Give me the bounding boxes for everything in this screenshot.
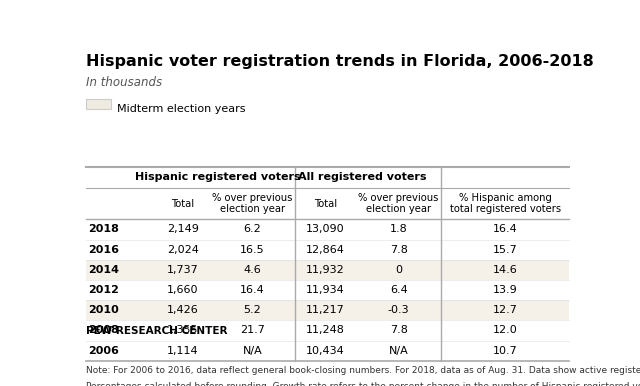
- Text: % over previous
election year: % over previous election year: [212, 193, 292, 215]
- Text: 1,660: 1,660: [167, 285, 198, 295]
- Bar: [86, 320, 568, 340]
- Text: % Hispanic among
total registered voters: % Hispanic among total registered voters: [450, 193, 561, 215]
- Text: 16.4: 16.4: [493, 224, 518, 234]
- Text: 2016: 2016: [88, 245, 120, 255]
- Text: 12.7: 12.7: [493, 305, 518, 315]
- Bar: [86, 219, 568, 239]
- Text: PEW RESEARCH CENTER: PEW RESEARCH CENTER: [86, 326, 227, 336]
- Text: 13,090: 13,090: [306, 224, 345, 234]
- Text: In thousands: In thousands: [86, 76, 162, 89]
- Bar: [86, 239, 568, 260]
- Text: N/A: N/A: [389, 346, 408, 356]
- Bar: [86, 99, 111, 109]
- Text: 21.7: 21.7: [240, 325, 265, 335]
- Text: Percentages calculated before rounding. Growth rate refers to the percent change: Percentages calculated before rounding. …: [86, 383, 640, 386]
- Text: 6.4: 6.4: [390, 285, 408, 295]
- Text: 11,248: 11,248: [306, 325, 345, 335]
- Text: 2,149: 2,149: [167, 224, 199, 234]
- Text: 6.2: 6.2: [243, 224, 261, 234]
- Text: 4.6: 4.6: [243, 265, 261, 275]
- Text: 5.2: 5.2: [243, 305, 261, 315]
- Text: 10,434: 10,434: [306, 346, 345, 356]
- Bar: [86, 340, 568, 361]
- Text: 13.9: 13.9: [493, 285, 518, 295]
- Text: 10.7: 10.7: [493, 346, 518, 356]
- Bar: [86, 280, 568, 300]
- Text: 16.4: 16.4: [240, 285, 265, 295]
- Bar: [86, 300, 568, 320]
- Text: 2,024: 2,024: [167, 245, 199, 255]
- Bar: [86, 260, 568, 280]
- Text: 11,932: 11,932: [306, 265, 345, 275]
- Text: 12.0: 12.0: [493, 325, 518, 335]
- Text: 16.5: 16.5: [240, 245, 265, 255]
- Text: 7.8: 7.8: [390, 325, 408, 335]
- Text: 15.7: 15.7: [493, 245, 518, 255]
- Text: 1,737: 1,737: [167, 265, 199, 275]
- Text: Total: Total: [172, 199, 195, 209]
- Text: 14.6: 14.6: [493, 265, 518, 275]
- Text: 2010: 2010: [88, 305, 119, 315]
- Text: % over previous
election year: % over previous election year: [358, 193, 439, 215]
- Text: 1,426: 1,426: [167, 305, 199, 315]
- Text: 2014: 2014: [88, 265, 120, 275]
- Text: -0.3: -0.3: [388, 305, 410, 315]
- Text: 1,355: 1,355: [167, 325, 198, 335]
- Text: 2008: 2008: [88, 325, 119, 335]
- Text: 2006: 2006: [88, 346, 119, 356]
- Text: 7.8: 7.8: [390, 245, 408, 255]
- Text: All registered voters: All registered voters: [298, 173, 426, 183]
- Text: N/A: N/A: [243, 346, 262, 356]
- Text: Midterm election years: Midterm election years: [116, 104, 245, 114]
- Text: 11,217: 11,217: [306, 305, 345, 315]
- Text: 12,864: 12,864: [306, 245, 345, 255]
- Text: 11,934: 11,934: [306, 285, 345, 295]
- Text: 2018: 2018: [88, 224, 119, 234]
- Text: Hispanic registered voters: Hispanic registered voters: [135, 173, 300, 183]
- Text: 1.8: 1.8: [390, 224, 408, 234]
- Text: 1,114: 1,114: [167, 346, 199, 356]
- Text: 2012: 2012: [88, 285, 119, 295]
- Text: Hispanic voter registration trends in Florida, 2006-2018: Hispanic voter registration trends in Fl…: [86, 54, 594, 69]
- Text: Total: Total: [314, 199, 337, 209]
- Text: 0: 0: [395, 265, 402, 275]
- Text: Note: For 2006 to 2016, data reflect general book-closing numbers. For 2018, dat: Note: For 2006 to 2016, data reflect gen…: [86, 366, 640, 375]
